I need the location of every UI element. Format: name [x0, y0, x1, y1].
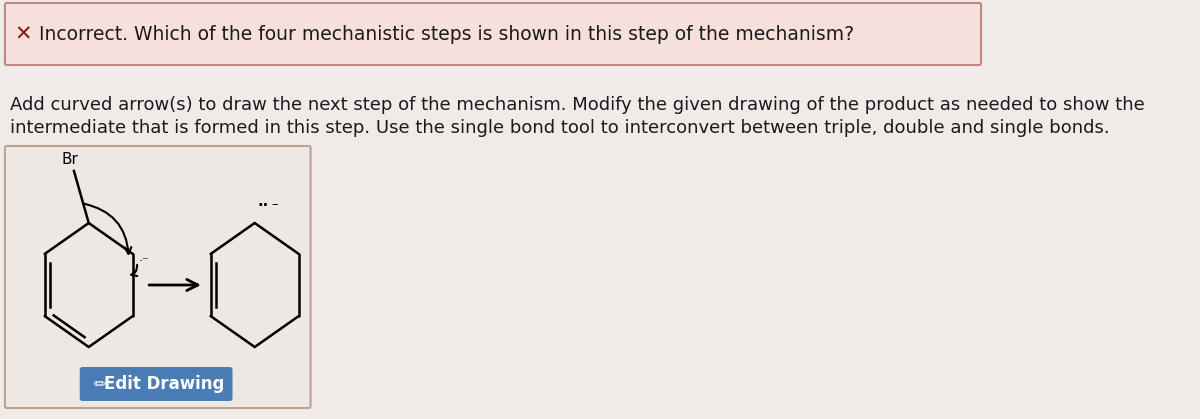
- Text: ·⁻: ·⁻: [139, 256, 150, 269]
- FancyBboxPatch shape: [5, 3, 982, 65]
- FancyBboxPatch shape: [79, 367, 233, 401]
- Text: Br: Br: [61, 152, 78, 166]
- Text: Edit Drawing: Edit Drawing: [104, 375, 224, 393]
- Text: ✏: ✏: [94, 377, 107, 391]
- Text: Incorrect. Which of the four mechanistic steps is shown in this step of the mech: Incorrect. Which of the four mechanistic…: [40, 26, 854, 44]
- FancyArrowPatch shape: [83, 204, 131, 254]
- FancyArrowPatch shape: [131, 265, 137, 276]
- FancyBboxPatch shape: [5, 146, 311, 408]
- Text: ··: ··: [257, 197, 269, 212]
- Text: Add curved arrow(s) to draw the next step of the mechanism. Modify the given dra: Add curved arrow(s) to draw the next ste…: [10, 96, 1145, 114]
- Text: ✕: ✕: [14, 25, 31, 45]
- Text: –: –: [271, 199, 277, 212]
- Text: intermediate that is formed in this step. Use the single bond tool to interconve: intermediate that is formed in this step…: [10, 119, 1110, 137]
